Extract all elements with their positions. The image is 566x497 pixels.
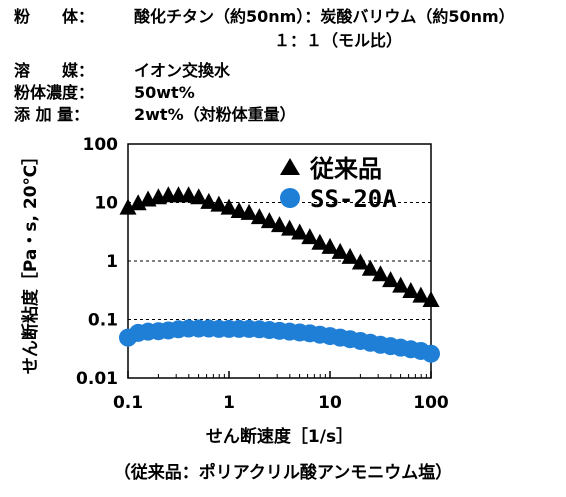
condition-row: 粉 体： 酸化チタン（約50nm）：炭酸バリウム（約50nm） — [14, 6, 515, 28]
data-point-triangle — [402, 281, 420, 298]
condition-label: 粉体濃度： — [14, 83, 95, 102]
data-point-triangle — [210, 195, 228, 212]
y-tick-label: 100 — [83, 135, 119, 155]
data-point-triangle — [291, 223, 309, 240]
data-point-triangle — [422, 291, 440, 308]
y-axis-label: せん断粘度［Pa・s, 20℃］ — [20, 148, 41, 374]
legend-label: SS-20A — [310, 185, 397, 213]
plot-frame — [127, 143, 432, 379]
data-point-triangle — [190, 188, 208, 205]
viscosity-chart: 0.1 1 10 100 0.01 0.1 1 10 100 せん断速度［1/s］ せん断粘度［Pa… — [20, 135, 449, 447]
legend-marker-triangle — [280, 158, 300, 175]
data-point-triangle — [260, 212, 278, 229]
condition-value: 2wt%（対粉体重量） — [134, 105, 296, 124]
legend-label: 従来品 — [309, 155, 382, 183]
x-tick-label: 10 — [318, 393, 342, 413]
data-point-triangle — [341, 247, 359, 264]
data-point-triangle — [281, 219, 299, 236]
condition-label: 添 加 量： — [14, 105, 90, 124]
data-point-triangle — [200, 192, 218, 209]
condition-label: 粉 体： — [14, 7, 95, 26]
condition-label: 溶 媒： — [14, 61, 95, 80]
y-tick-label: 10 — [94, 194, 118, 214]
y-tick-label: 0.01 — [76, 369, 118, 389]
condition-value: 50wt% — [134, 83, 195, 102]
data-point-circle — [422, 344, 440, 363]
data-point-triangle — [392, 276, 410, 293]
data-point-triangle — [220, 198, 238, 215]
data-point-triangle — [119, 198, 137, 215]
y-tick-label: 1 — [106, 252, 118, 272]
data-point-triangle — [230, 201, 248, 218]
data-point-triangle — [250, 208, 268, 225]
legend-marker-circle — [280, 188, 300, 208]
data-point-triangle — [311, 233, 329, 250]
data-point-triangle — [301, 228, 319, 245]
data-point-triangle — [412, 286, 430, 303]
condition-value: １：１（モル比） — [274, 31, 403, 50]
condition-row: 粉体濃度： 50wt% — [14, 82, 195, 104]
condition-row: １：１（モル比） — [274, 30, 402, 52]
y-tick-label: 0.1 — [88, 311, 118, 331]
data-point-triangle — [351, 253, 369, 270]
data-point-triangle — [371, 265, 389, 282]
chart-caption: （従来品：ポリアクリル酸アンモニウム塩） — [113, 463, 453, 483]
data-point-triangle — [382, 271, 400, 288]
condition-row: 添 加 量： 2wt%（対粉体重量） — [14, 104, 296, 126]
x-tick-label: 1 — [223, 393, 235, 413]
condition-value: 酸化チタン（約50nm）：炭酸バリウム（約50nm） — [134, 7, 515, 26]
x-tick-label: 100 — [413, 393, 449, 413]
data-point-triangle — [361, 259, 379, 276]
x-tick-label: 0.1 — [113, 393, 143, 413]
data-point-triangle — [270, 216, 288, 233]
condition-value: イオン交換水 — [134, 61, 231, 80]
condition-row: 溶 媒： イオン交換水 — [14, 60, 230, 82]
x-axis-label: せん断速度［1/s］ — [206, 426, 353, 447]
data-point-triangle — [331, 242, 349, 259]
data-point-triangle — [240, 203, 258, 220]
data-point-triangle — [321, 237, 339, 254]
data-point-triangle — [180, 186, 198, 203]
